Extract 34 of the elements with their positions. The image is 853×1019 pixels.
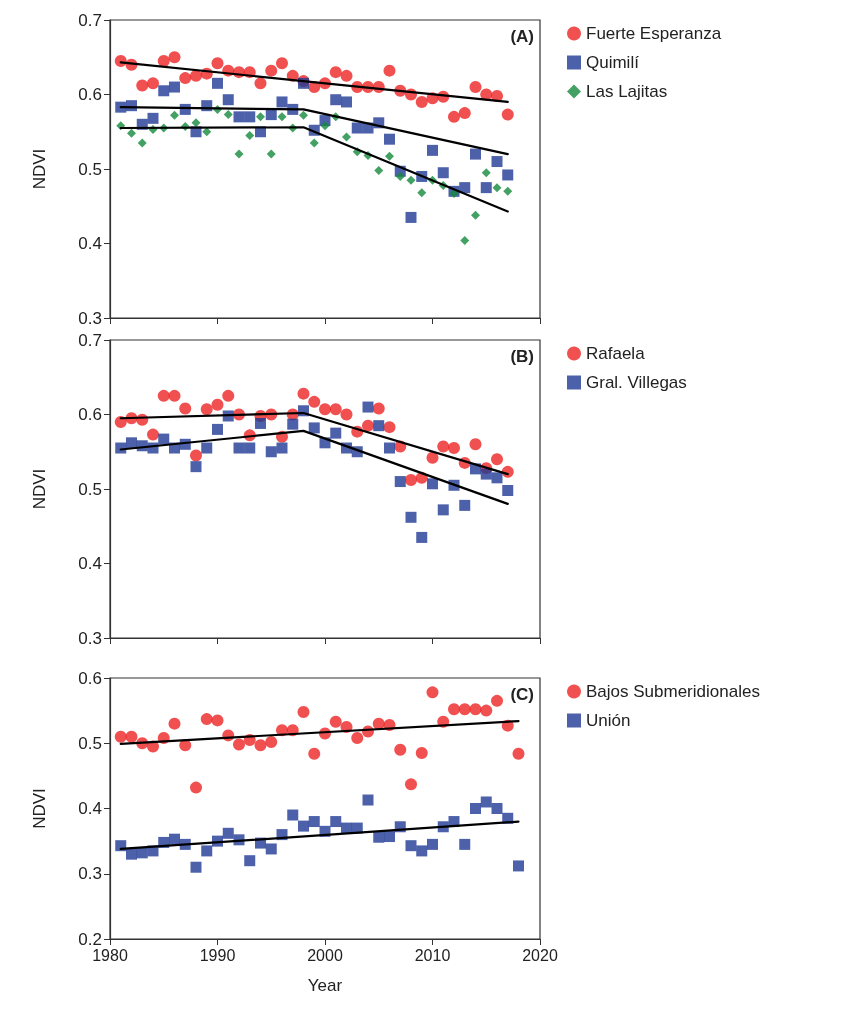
annotation: (C): [510, 685, 535, 704]
y-tick-label: 0.4: [78, 554, 102, 573]
y-tick-label: 0.2: [78, 929, 102, 949]
y-axis-title: NDVI: [30, 468, 49, 510]
x-tick-label: 1990: [199, 946, 236, 964]
y-tick-label: 0.4: [78, 234, 102, 253]
x-axis-title: Year: [307, 976, 343, 995]
y-tick-label: 0.3: [78, 308, 102, 328]
legend-label: Unión: [586, 711, 631, 730]
legend-label: Rafaela: [586, 344, 646, 363]
legend-label: Bajos Submeridionales: [586, 682, 760, 701]
y-tick-label: 0.3: [78, 628, 102, 648]
y-tick-label: 0.4: [78, 799, 102, 818]
legend-label: Fuerte Esperanza: [586, 24, 722, 43]
x-tick-label: 2010: [414, 946, 451, 964]
annotation: (B): [510, 347, 535, 366]
y-tick-label: 0.5: [78, 479, 102, 499]
y-tick-label: 0.6: [78, 85, 102, 104]
x-tick-label: 1980: [92, 946, 128, 964]
y-tick-label: 0.5: [78, 733, 102, 753]
x-tick-label: 2000: [307, 946, 343, 964]
legend-label: Quimilí: [586, 53, 640, 72]
y-axis-title: NDVI: [30, 148, 49, 190]
y-tick-label: 0.7: [78, 10, 102, 30]
y-tick-label: 0.5: [78, 159, 102, 179]
y-tick-label: 0.6: [78, 405, 102, 424]
x-tick-label: 2020: [522, 946, 558, 964]
legend-label: Las Lajitas: [586, 82, 668, 101]
y-tick-label: 0.3: [78, 864, 102, 884]
y-axis-title: NDVI: [30, 788, 49, 829]
legend-label: Gral. Villegas: [586, 373, 687, 392]
annotation: (A): [510, 27, 535, 46]
y-tick-label: 0.6: [78, 668, 102, 688]
y-tick-label: 0.7: [78, 330, 102, 350]
